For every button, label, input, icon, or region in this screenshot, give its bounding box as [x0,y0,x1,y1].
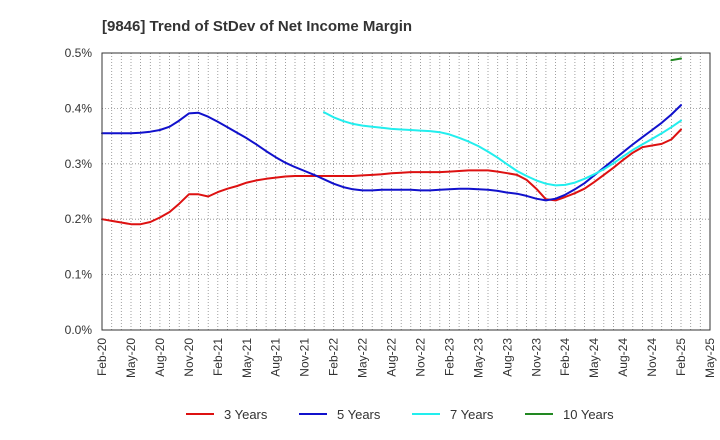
x-axis: Feb-20 May-20 Aug-20 Nov-20 Feb-21 May-21 Aug-… [95,338,717,378]
x-tick-label: Feb-24 [558,338,572,376]
y-tick-label: 0.5% [65,46,93,60]
series-line-10-years [670,57,682,62]
x-tick-label: Aug-20 [153,338,167,377]
legend: 3 Years 5 Years 7 Years 10 Years [186,407,614,422]
x-tick-label: May-20 [124,338,138,378]
x-tick-label: Aug-23 [500,338,514,377]
x-tick-label: Feb-20 [95,338,109,376]
x-tick-label: May-23 [471,338,485,378]
x-tick-label: Feb-25 [674,338,688,376]
x-tick-label: Aug-21 [269,338,283,377]
grid-horizontal [102,108,710,276]
legend-label: 7 Years [450,407,494,422]
series-line-7-years [323,111,682,187]
x-tick-label: Aug-22 [385,338,399,377]
y-tick-label: 0.0% [65,323,93,337]
series-line-5-years [101,104,682,202]
x-tick-label: May-25 [703,338,717,378]
y-tick-label: 0.2% [65,212,93,226]
chart-title: [9846] Trend of StDev of Net Income Marg… [102,18,412,35]
x-tick-label: Nov-22 [414,338,428,377]
series-line-3-years [101,128,682,226]
x-tick-label: May-22 [356,338,370,378]
x-tick-label: May-21 [240,338,254,378]
y-tick-label: 0.3% [65,157,93,171]
x-tick-label: Nov-20 [182,338,196,377]
x-tick-label: May-24 [587,338,601,378]
plot-area [102,53,710,330]
plot-frame [101,52,711,331]
x-tick-label: Nov-24 [645,338,659,377]
y-tick-label: 0.1% [65,268,93,282]
x-tick-label: Feb-21 [211,338,225,376]
legend-label: 10 Years [563,407,614,422]
legend-label: 5 Years [337,407,381,422]
series-layer [101,57,682,226]
legend-label: 3 Years [224,407,268,422]
x-tick-label: Feb-23 [442,338,456,376]
x-tick-label: Nov-23 [529,338,543,377]
x-tick-label: Nov-21 [298,338,312,377]
x-tick-label: Aug-24 [616,338,630,377]
x-tick-label: Feb-22 [327,338,341,376]
y-tick-label: 0.4% [65,101,93,115]
y-axis: 0.0% 0.1% 0.2% 0.3% 0.4% 0.5% [65,46,93,337]
